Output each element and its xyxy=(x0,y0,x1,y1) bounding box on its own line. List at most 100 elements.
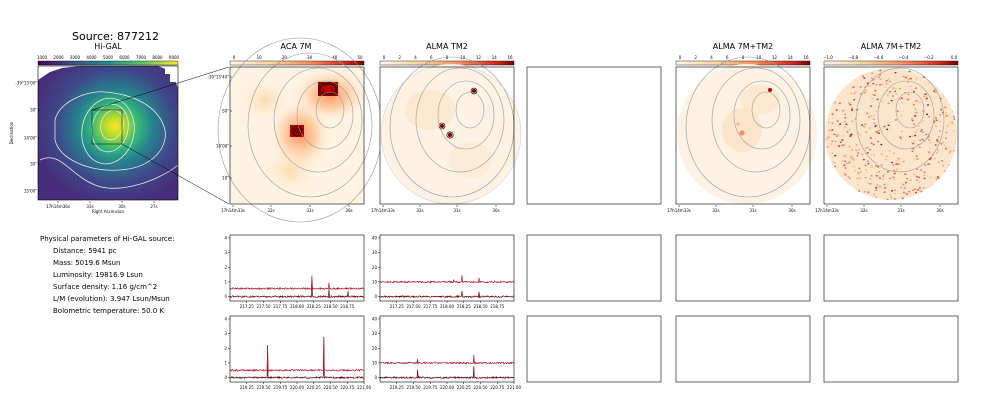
residual-pixel xyxy=(951,123,954,125)
residual-pixel xyxy=(914,158,917,160)
residual-pixel xyxy=(877,132,880,134)
almatm2-title: ALMA TM2 xyxy=(426,42,468,51)
spectrum-aca7m-lower: 219.25 219.50 219.75 220.00 220.25 220.50 220.… xyxy=(224,315,371,390)
x-tick-label: 31s xyxy=(306,208,313,213)
residual-pixel xyxy=(844,155,847,158)
residual-pixel xyxy=(914,134,917,137)
residual-pixel xyxy=(879,177,881,179)
residual-pixel xyxy=(844,121,846,123)
residual-pixel xyxy=(844,117,847,119)
colorbar-tick-label: 8000 xyxy=(152,55,163,60)
spectrum-series-line xyxy=(229,275,365,291)
residual-pixel xyxy=(928,151,931,153)
residual-pixel xyxy=(897,163,900,165)
residual-pixel xyxy=(918,125,921,128)
spectrum-series-line xyxy=(380,291,515,299)
residual-pixel xyxy=(911,135,914,138)
colorbar-tick-label: 14 xyxy=(788,55,794,60)
residual-pixel xyxy=(845,162,848,164)
residual-pixel xyxy=(903,191,905,194)
higal-ylabel: Declination xyxy=(9,121,14,144)
spectrum-series-line xyxy=(230,279,365,299)
residual-pixel xyxy=(918,188,921,190)
colorbar-tick-label: 16 xyxy=(507,55,513,60)
residual-pixel xyxy=(921,138,924,141)
x-tick-label: 218.25 xyxy=(457,304,471,309)
colorbar-tick-label: 16 xyxy=(803,55,809,60)
residual-pixel xyxy=(839,123,841,125)
x-tick-label: 220.50 xyxy=(324,385,338,390)
residual-pixel xyxy=(859,134,862,136)
residual-pixel xyxy=(851,133,853,135)
residual-pixel xyxy=(940,109,942,111)
param-mass: Mass: 5019.6 Msun xyxy=(53,259,121,267)
colorbar-tick-label: 0 xyxy=(383,55,386,60)
empty-spectrum-frame xyxy=(675,234,811,302)
residual-pixel xyxy=(847,176,850,178)
residual-pixel xyxy=(897,157,900,160)
residual-pixel xyxy=(827,136,830,139)
residual-pixel xyxy=(906,177,909,180)
x-tick-label: 217.25 xyxy=(240,304,254,309)
residual-pixel xyxy=(895,169,898,171)
residual-pixel xyxy=(917,135,920,137)
residual-pixel xyxy=(879,69,882,71)
residual-pixel xyxy=(834,165,836,168)
x-tick-label: 220.25 xyxy=(457,385,471,390)
residual-pixel xyxy=(905,139,907,141)
x-tick-label: 220.00 xyxy=(440,385,454,390)
residual-pixel xyxy=(909,179,912,181)
residual-pixel xyxy=(929,95,931,97)
physical-parameters: Physical parameters of Hi-GAL source: Di… xyxy=(40,233,174,317)
residual-pixel xyxy=(914,108,917,110)
residual-pixel xyxy=(926,113,928,116)
x-tick-label: 218.25 xyxy=(307,304,321,309)
residual-pixel xyxy=(857,114,860,116)
residual-pixel xyxy=(939,121,941,123)
residual-pixel xyxy=(886,198,889,200)
x-tick-label: 31s xyxy=(897,208,904,213)
residual-pixel xyxy=(845,123,848,126)
residual-pixel xyxy=(909,135,911,138)
colorbar-tick-label: −0.6 xyxy=(874,55,884,60)
y-tick-label: 30" xyxy=(30,108,37,113)
residual-pixel xyxy=(878,171,880,173)
residual-pixel xyxy=(929,141,932,144)
x-tick-label: 32s xyxy=(267,208,274,213)
residual-pixel xyxy=(945,148,948,150)
colorbar-tick-label: 6000 xyxy=(119,55,130,60)
residual-pixel xyxy=(900,115,903,117)
colorbar-tick-label: 14 xyxy=(492,55,498,60)
x-tick-label: 219.75 xyxy=(273,385,287,390)
residual-pixel xyxy=(945,112,947,114)
residual-pixel xyxy=(873,154,875,156)
residual-pixel xyxy=(890,99,893,102)
residual-pixel xyxy=(848,129,851,131)
residual-pixel xyxy=(939,130,941,132)
spectrum-almatm2-lower: 219.25 219.50 219.75 220.00 220.25 220.50 220.… xyxy=(372,315,521,390)
y-tick-label: 3 xyxy=(224,331,227,336)
residual-pixel xyxy=(843,164,846,166)
colorbar-tick-label: 0 xyxy=(233,55,236,60)
residual-pixel xyxy=(920,190,923,193)
residual-pixel xyxy=(827,136,830,139)
x-tick-label: 218.00 xyxy=(440,304,454,309)
residual-pixel xyxy=(876,131,879,133)
residual-pixel xyxy=(902,75,905,78)
x-tick-label: 33s xyxy=(86,204,93,209)
residual-pixel xyxy=(883,173,886,175)
residual-pixel xyxy=(891,161,893,164)
residual-pixel xyxy=(938,136,940,138)
y-tick-label: 1 xyxy=(224,279,227,284)
residual-pixel xyxy=(894,198,896,200)
residual-pixel xyxy=(851,149,853,151)
residual-pixel xyxy=(912,148,915,150)
residual-pixel xyxy=(923,174,926,176)
residual-pixel xyxy=(850,92,853,94)
higal-y-ticks: -39°13'00" 30" 14'00" 30" 15'00" xyxy=(15,81,40,194)
residual-pixel xyxy=(898,98,901,100)
residual-pixel xyxy=(866,152,869,154)
spectrum-frame xyxy=(379,234,515,302)
residual-pixel xyxy=(831,152,834,154)
residual-pixel xyxy=(863,125,865,128)
